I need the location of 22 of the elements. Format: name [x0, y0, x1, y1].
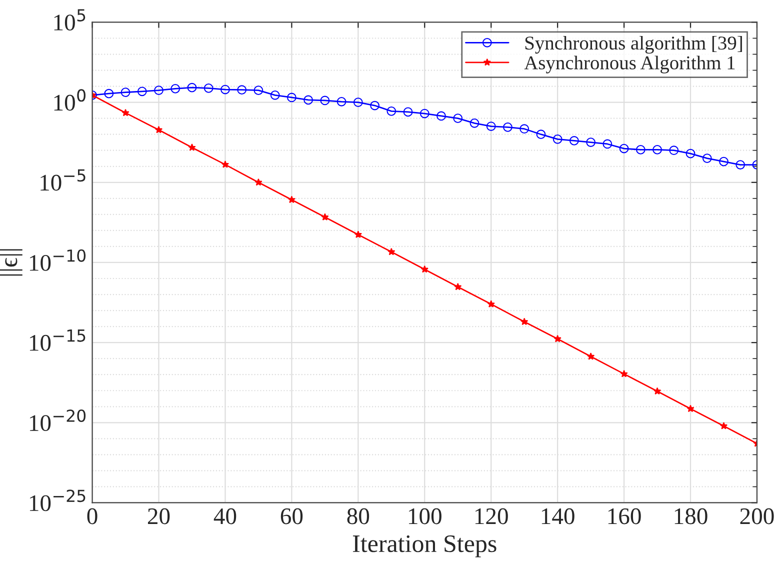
x-tick-label: 120: [475, 508, 508, 524]
y-tick-label: 10$^{−25}$: [30, 490, 86, 512]
x-axis-title: Iteration Steps: [352, 535, 496, 558]
y-tick-label: 10$^{0}$: [54, 89, 86, 111]
legend-label: Synchronous algorithm [39]: [525, 36, 742, 54]
legend-label: Asynchronous Algorithm 1: [524, 56, 735, 74]
x-tick-label: 20: [148, 508, 170, 524]
y-tick-label: 10$^{−20}$: [30, 410, 86, 432]
x-tick-label: 200: [740, 508, 774, 524]
x-tick-label: 0: [87, 508, 98, 524]
y-tick-label: 10$^{−5}$: [40, 169, 86, 191]
x-tick-label: 40: [214, 508, 236, 524]
x-tick-label: 160: [608, 508, 641, 524]
y-tick-label: 10$^{−15}$: [30, 330, 86, 351]
x-tick-label: 140: [542, 508, 574, 524]
x-tick-label: 180: [674, 508, 708, 524]
x-tick-label: 80: [347, 508, 370, 524]
y-tick-label: 10$^{−10}$: [30, 249, 86, 271]
x-tick-label: 60: [280, 508, 303, 524]
y-tick-label: 10$^{5}$: [54, 9, 86, 31]
x-tick-label: 100: [408, 508, 442, 524]
y-axis-title: ||ϵ||: [0, 249, 22, 276]
